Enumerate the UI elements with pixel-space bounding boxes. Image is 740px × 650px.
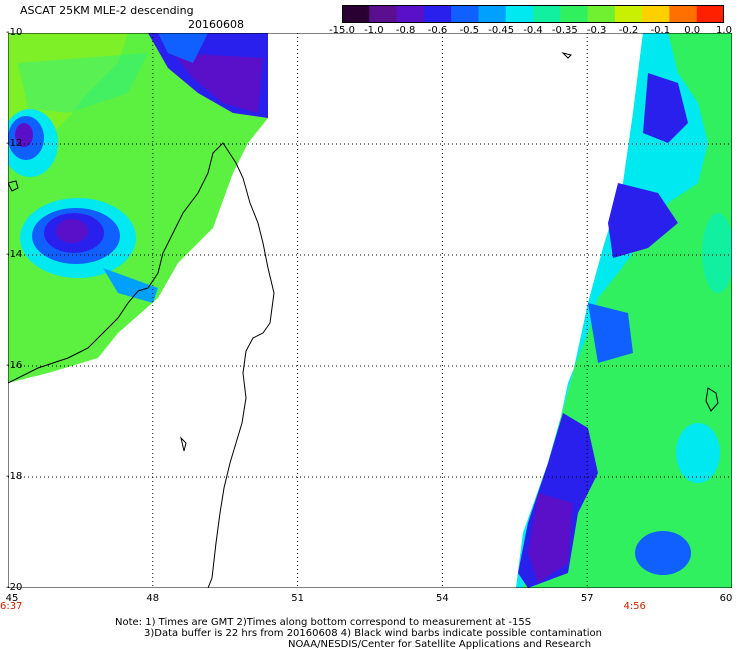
colorbar-swatch [696, 5, 724, 23]
colorbar-tick: -1.0 [364, 25, 384, 36]
satellite-map[interactable] [2, 32, 734, 589]
colorbar-swatch [533, 5, 561, 23]
colorbar-swatch [614, 5, 643, 23]
note-line-1: Note: 1) Times are GMT 2)Times along bot… [115, 617, 532, 628]
colorbar-swatch [478, 5, 507, 23]
colorbar-swatch [342, 5, 370, 23]
time-label: 6:37 [0, 601, 23, 612]
lon-label: 51 [291, 593, 304, 604]
colorbar-swatch [505, 5, 534, 23]
lat-label: -12 [6, 138, 23, 149]
footnotes: Note: 1) Times are GMT 2)Times along bot… [115, 617, 602, 650]
colorbar-tick: 1.0 [716, 25, 732, 36]
colorbar-tick: 0.0 [684, 25, 701, 36]
colorbar-border [342, 5, 724, 23]
coastline [7, 52, 719, 589]
lat-label: -14 [6, 249, 23, 260]
lat-label: -16 [6, 360, 23, 371]
colorbar-swatch [642, 5, 670, 23]
lat-label: -18 [6, 471, 23, 482]
colorbar-tick: -0.5 [459, 25, 480, 36]
colorbar-swatch [669, 5, 698, 23]
colorbar-tick: -0.6 [427, 25, 448, 36]
map-date: 20160608 [188, 18, 244, 31]
colorbar-swatch [396, 5, 425, 23]
colorbar-swatch [423, 5, 452, 23]
lon-label: 45 [5, 593, 19, 604]
time-label: 4:56 [623, 601, 646, 612]
note-line-2: 3)Data buffer is 22 hrs from 20160608 4)… [144, 628, 602, 639]
colorbar [342, 5, 724, 23]
left-swath-data [2, 33, 268, 383]
colorbar-tick: -0.2 [618, 25, 639, 36]
colorbar-tick-labels: -15.0 -1.0 -0.8 -0.6 -0.5 -0.45 -0.4 -0.35 -0.3-… [329, 25, 732, 37]
note-line-3: NOAA/NESDIS/Center for Satellite Applica… [288, 639, 592, 650]
lon-label: 60 [719, 593, 733, 604]
colorbar-swatch [369, 5, 398, 23]
colorbar-tick: -0.3 [586, 25, 607, 36]
map-panel[interactable] [2, 32, 734, 589]
lat-label: -10 [6, 27, 23, 38]
lat-label: -20 [6, 582, 23, 593]
right-swath-data [516, 33, 734, 588]
colorbar-tick: -0.45 [488, 25, 515, 36]
colorbar-tick: -0.35 [551, 25, 578, 36]
colorbar-tick: -0.8 [395, 25, 416, 36]
colorbar-swatch [560, 5, 589, 23]
colorbar-swatch [587, 5, 616, 23]
colorbar-tick: -15.0 [329, 25, 355, 36]
lon-label: 54 [436, 593, 449, 604]
lon-label: 57 [580, 593, 594, 604]
lon-label: 48 [146, 593, 160, 604]
colorbar-tick: -0.1 [650, 25, 671, 36]
colorbar-tick: -0.4 [523, 25, 543, 36]
colorbar-swatch [451, 5, 479, 23]
map-title: ASCAT 25KM MLE-2 descending [20, 4, 194, 17]
